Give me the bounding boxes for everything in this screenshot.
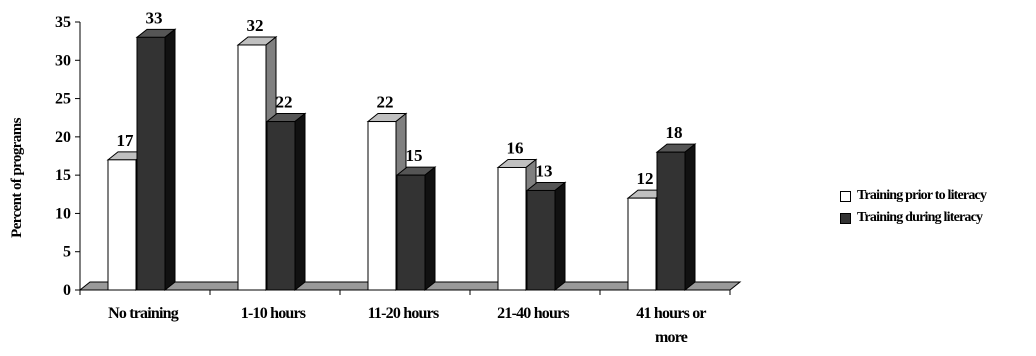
data-label-prior: 32	[247, 16, 264, 35]
data-label-prior: 17	[117, 131, 135, 150]
bar-during-side	[294, 112, 306, 292]
legend-swatch-prior	[840, 190, 851, 202]
bar-during	[655, 143, 697, 292]
data-label-prior: 16	[507, 138, 524, 157]
bar-during-front	[656, 151, 686, 291]
x-category-label: 21-40 hours	[497, 305, 569, 322]
legend-label-during: Training during literacy	[857, 210, 983, 225]
data-label-during: 22	[276, 93, 293, 112]
bar-prior-front	[107, 159, 137, 291]
data-label-during: 33	[146, 8, 163, 27]
y-tick-label: 20	[55, 129, 71, 146]
bar-during	[395, 166, 437, 292]
bar-during-side	[554, 181, 566, 292]
x-category-label: 1-10 hours	[241, 305, 306, 322]
bar-during-front	[136, 36, 166, 291]
y-tick-label: 30	[55, 52, 71, 69]
y-axis-label: Percent of programs	[9, 117, 25, 237]
chart-bars	[106, 28, 697, 292]
bar-prior-front	[627, 197, 657, 291]
legend-item-prior: Training prior to literacy	[840, 185, 987, 207]
bar-during	[265, 112, 307, 292]
y-tick-label: 5	[63, 244, 71, 261]
y-tick-label: 35	[55, 14, 71, 31]
data-label-during: 15	[406, 146, 423, 165]
bar-during-front	[526, 189, 556, 291]
bar-during-side	[684, 143, 696, 292]
bar-prior-front	[237, 44, 267, 291]
bar-during	[135, 28, 177, 292]
y-tick-label: 0	[63, 282, 71, 299]
bar-prior-front	[367, 121, 397, 291]
bar-during-side	[164, 28, 176, 292]
chart-legend: Training prior to literacy Training duri…	[840, 185, 987, 229]
bar-during-front	[266, 121, 296, 291]
data-label-during: 13	[536, 161, 553, 180]
legend-item-during: Training during literacy	[840, 207, 986, 229]
data-label-prior: 22	[377, 93, 394, 112]
data-label-during: 18	[666, 123, 683, 142]
bar-during-front	[396, 174, 426, 291]
data-label-prior: 12	[637, 169, 654, 188]
y-tick-label: 25	[55, 91, 71, 108]
legend-label-prior: Training prior to literacy	[857, 188, 987, 203]
x-category-label: 41 hours or more	[636, 305, 706, 346]
y-tick-label: 10	[55, 205, 71, 222]
chart-labels: No training 1-10 hours 11-20 hours 21-40 ho…	[108, 8, 707, 346]
bar-during-side	[424, 166, 436, 292]
legend-swatch-during	[840, 212, 851, 224]
x-category-label: 11-20 hours	[368, 305, 439, 322]
bar-prior-front	[497, 166, 527, 291]
x-category-label: No training	[108, 305, 179, 322]
y-tick-label: 15	[55, 167, 71, 184]
bar-during	[525, 181, 567, 292]
